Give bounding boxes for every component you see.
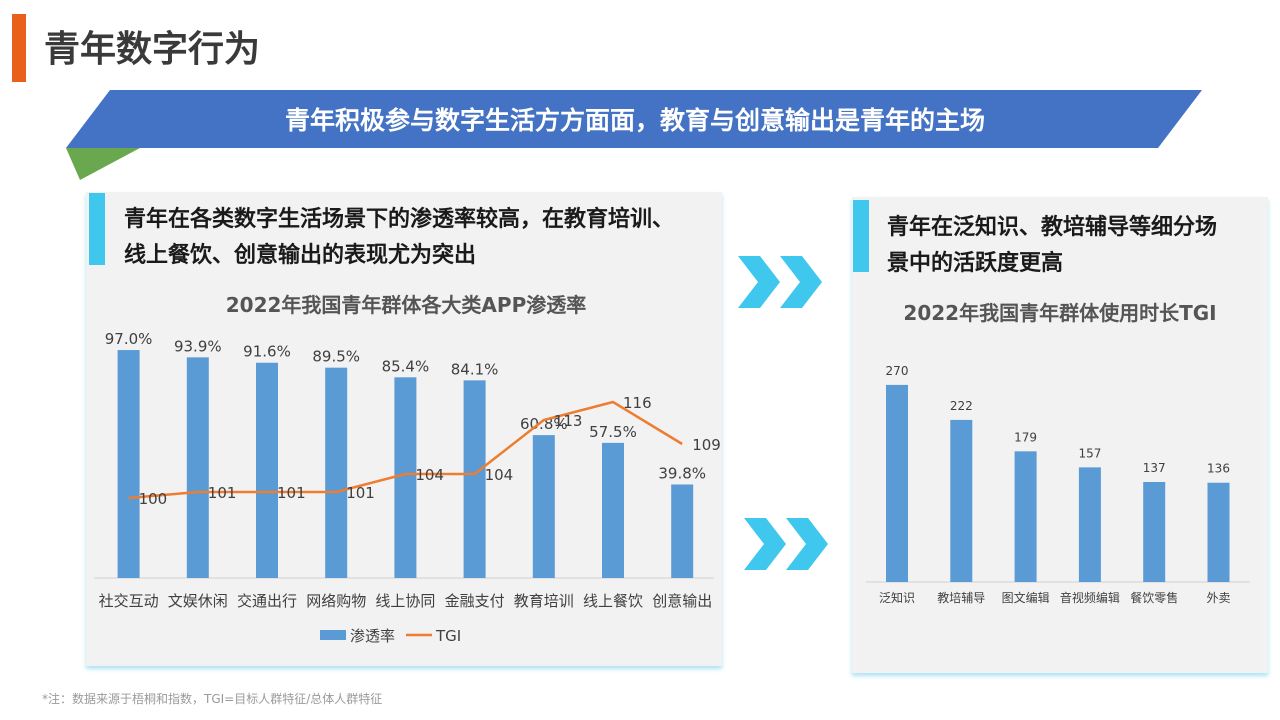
chart1-bar-label: 93.9% [174, 337, 222, 355]
right-heading-line2: 景中的活跃度更高 [887, 251, 1064, 276]
chart1-category-label: 文娱休闲 [168, 592, 228, 610]
left-heading-line2: 线上餐饮、创意输出的表现尤为突出 [124, 243, 477, 268]
chart2-plot: 270 泛知识 222 教培辅导 179 图文编辑 157 音视频编辑 137 餐饮零售 136 外卖 [866, 364, 1250, 605]
chart1-bar-label: 91.6% [243, 343, 291, 361]
legend-bar-label: 渗透率 [350, 627, 395, 645]
chart1-bar [256, 362, 278, 578]
chart1-bar-label: 84.1% [451, 360, 499, 378]
title-accent-bar [12, 14, 26, 82]
footnote: *注：数据来源于梧桐和指数，TGI=目标人群特征/总体人群特征 [42, 692, 383, 706]
chart2-title: 2022年我国青年群体使用时长TGI [903, 301, 1217, 325]
chart2-category-label: 餐饮零售 [1130, 590, 1178, 605]
legend-line-label: TGI [435, 627, 461, 645]
chart2-category-label: 教培辅导 [937, 590, 985, 605]
chart1-tgi-label: 104 [485, 466, 514, 484]
chart2-bar [1014, 451, 1037, 582]
right-heading: 青年在泛知识、教培辅导等细分场 景中的活跃度更高 [887, 210, 1217, 282]
chart2-category-label: 图文编辑 [1002, 590, 1050, 605]
chart1-category-label: 线上协同 [375, 592, 435, 610]
left-heading: 青年在各类数字生活场景下的渗透率较高，在教育培训、 线上餐饮、创意输出的表现尤为… [124, 202, 674, 274]
chart2-bar [950, 419, 973, 582]
right-heading-stripe [853, 200, 869, 272]
chevron-right-icon-2 [744, 518, 828, 570]
chart1-bar-label: 89.5% [312, 348, 360, 366]
chart1-bar [602, 442, 624, 578]
chart1-bar-label: 97.0% [105, 330, 153, 348]
chart1-category-label: 线上餐饮 [583, 592, 643, 610]
chart1-category-label: 教育培训 [514, 592, 574, 610]
chart1-plot: 97.0% 社交互动 93.9% 文娱休闲 91.6% 交通出行 89.5% 网络购物 85.4… [94, 330, 721, 645]
chart1-tgi-label: 101 [208, 484, 237, 502]
chart2-bar [1143, 481, 1166, 582]
page-title: 青年数字行为 [44, 29, 261, 70]
chart2-bar-label: 179 [1014, 430, 1037, 444]
chart1-tgi-label: 109 [692, 436, 721, 454]
chart1-tgi-line [128, 400, 683, 500]
chart1-category-label: 网络购物 [306, 592, 366, 610]
chart2-bar-label: 136 [1207, 462, 1230, 476]
chart1-tgi-label: 100 [139, 490, 168, 508]
chart2-bar-label: 157 [1078, 446, 1101, 460]
chart1-bar [325, 367, 348, 578]
chart2-bar [886, 384, 908, 582]
chart2-bar [1207, 482, 1230, 582]
chart1-tgi-label: 104 [415, 466, 444, 484]
legend-bar-swatch [320, 630, 346, 640]
chart2-category-label: 泛知识 [879, 591, 915, 605]
banner-text: 青年积极参与数字生活方方面面，教育与创意输出是青年的主场 [284, 106, 985, 135]
chart1-tgi-label: 113 [554, 412, 583, 430]
chart1-category-label: 金融支付 [445, 592, 505, 610]
chart1-bar [186, 357, 209, 578]
chart1-bar [117, 350, 140, 578]
chart1-bar [463, 380, 486, 578]
chart1-category-label: 交通出行 [237, 592, 297, 610]
chart1-bar-label: 39.8% [658, 464, 706, 482]
chart2-category-label: 外卖 [1206, 591, 1230, 605]
chart2-bar-label: 222 [950, 399, 973, 413]
chart1-tgi-label: 101 [277, 484, 306, 502]
right-panel [852, 197, 1268, 673]
chart1-bar [532, 435, 555, 578]
chart1-category-label: 创意输出 [652, 592, 712, 610]
chart1-title: 2022年我国青年群体各大类APP渗透率 [225, 293, 587, 317]
chart1-tgi-label: 116 [623, 394, 652, 412]
chart2-category-label: 音视频编辑 [1060, 590, 1120, 605]
chart1-tgi-label: 101 [346, 484, 375, 502]
chart1-bar [671, 484, 694, 578]
chart1-category-label: 社交互动 [99, 592, 159, 610]
chart2-bar-label: 137 [1143, 461, 1166, 475]
chart1-bar-label: 85.4% [382, 357, 430, 375]
chevron-right-icon [738, 256, 822, 308]
right-heading-line1: 青年在泛知识、教培辅导等细分场 [887, 215, 1218, 240]
chart1-bar-label: 57.5% [589, 423, 637, 441]
chart2-bar [1078, 467, 1101, 582]
left-heading-line1: 青年在各类数字生活场景下的渗透率较高，在教育培训、 [124, 207, 675, 232]
chart1-bar [394, 377, 417, 578]
chart2-bar-label: 270 [886, 364, 909, 378]
left-heading-stripe [89, 193, 105, 265]
banner-shape [66, 90, 1202, 180]
